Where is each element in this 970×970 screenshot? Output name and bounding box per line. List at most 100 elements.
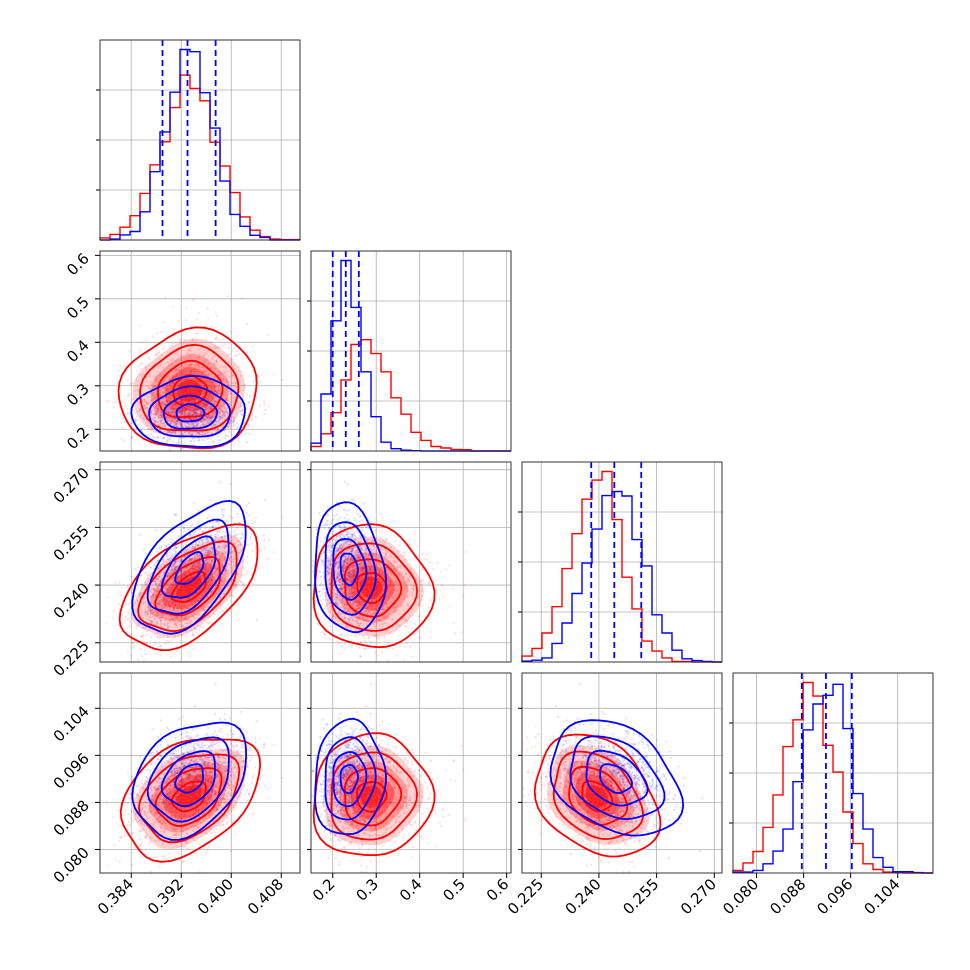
scatter-point <box>156 578 159 582</box>
scatter-point <box>166 407 169 410</box>
scatter-point <box>165 588 168 591</box>
scatter-point <box>179 577 182 581</box>
scatter-point <box>192 411 196 414</box>
scatter-point <box>222 414 226 417</box>
scatter-point <box>138 351 141 354</box>
scatter-point <box>168 599 171 603</box>
scatter-point <box>238 370 241 373</box>
scatter-point <box>207 437 210 440</box>
scatter-point <box>174 566 177 569</box>
scatter-point <box>121 426 124 429</box>
scatter-point <box>194 413 197 416</box>
scatter-point <box>173 607 176 610</box>
scatter-point <box>149 608 152 612</box>
scatter-point <box>199 526 202 530</box>
scatter-point <box>207 410 210 413</box>
scatter-point <box>120 414 123 417</box>
scatter-point <box>223 549 226 552</box>
scatter-point <box>223 545 226 548</box>
scatter-point <box>184 635 188 638</box>
scatter-point <box>190 362 193 365</box>
scatter-point <box>172 547 175 550</box>
scatter-point <box>184 318 188 321</box>
scatter-point <box>205 408 208 411</box>
scatter-point <box>214 573 217 577</box>
contour-blue <box>162 394 219 430</box>
scatter-point <box>222 514 225 517</box>
scatter-point <box>203 538 206 541</box>
scatter-point <box>213 400 216 403</box>
scatter-point <box>177 575 180 578</box>
scatter-point <box>172 583 175 586</box>
scatter-point <box>179 400 182 403</box>
scatter-point <box>156 409 159 412</box>
scatter-point <box>166 399 169 402</box>
scatter-point <box>229 392 232 395</box>
scatter-point <box>263 539 266 542</box>
scatter-point <box>156 611 160 615</box>
scatter-point <box>210 576 213 579</box>
scatter-point <box>179 424 182 427</box>
scatter-point <box>173 431 177 434</box>
scatter-point <box>197 422 200 425</box>
scatter-point <box>192 647 195 651</box>
scatter-point <box>162 558 165 561</box>
scatter-point <box>156 408 160 411</box>
scatter-point <box>216 574 219 577</box>
scatter-point <box>174 623 177 626</box>
scatter-point <box>193 566 196 569</box>
scatter-point <box>130 587 134 590</box>
scatter-point <box>209 399 212 402</box>
scatter-point <box>185 622 188 625</box>
scatter-point <box>187 569 191 572</box>
scatter-point <box>195 412 198 415</box>
scatter-point <box>224 408 227 411</box>
scatter-point <box>232 374 235 377</box>
scatter-point <box>227 585 230 588</box>
scatter-point <box>169 410 172 413</box>
scatter-point <box>203 559 207 562</box>
scatter-point <box>198 356 201 359</box>
scatter-point <box>165 561 168 564</box>
scatter-point <box>190 370 193 373</box>
scatter-point <box>141 613 144 617</box>
scatter-point <box>210 589 213 593</box>
scatter-point <box>202 549 205 552</box>
scatter-point <box>177 441 180 444</box>
scatter-point <box>166 417 169 420</box>
scatter-point <box>181 401 184 404</box>
scatter-point <box>152 587 155 590</box>
scatter-point <box>192 417 195 420</box>
scatter-point <box>165 401 168 404</box>
scatter-point <box>179 411 182 415</box>
scatter-point <box>158 393 161 397</box>
scatter-point <box>177 559 181 562</box>
scatter-point <box>193 400 197 403</box>
scatter-point <box>197 398 200 401</box>
scatter-point <box>205 396 208 399</box>
scatter-point <box>187 365 191 368</box>
scatter-point <box>185 417 188 421</box>
scatter-point <box>166 574 169 577</box>
scatter-point <box>203 432 206 436</box>
scatter-point <box>169 412 172 416</box>
scatter-point <box>257 566 260 570</box>
scatter-point <box>234 396 237 399</box>
scatter-point <box>204 419 207 422</box>
scatter-point <box>207 422 210 425</box>
scatter-point <box>218 557 222 560</box>
scatter-point <box>239 543 242 547</box>
scatter-point <box>166 436 169 439</box>
scatter-point <box>139 592 142 595</box>
scatter-point <box>182 573 185 577</box>
scatter-point <box>164 589 168 592</box>
scatter-point <box>190 603 193 606</box>
scatter-point <box>205 402 208 406</box>
scatter-point <box>223 417 226 420</box>
scatter-point <box>194 407 198 410</box>
scatter-point <box>202 549 205 552</box>
scatter-point <box>169 408 172 411</box>
scatter-point <box>158 408 161 412</box>
scatter-point <box>218 407 222 410</box>
scatter-point <box>212 521 215 524</box>
